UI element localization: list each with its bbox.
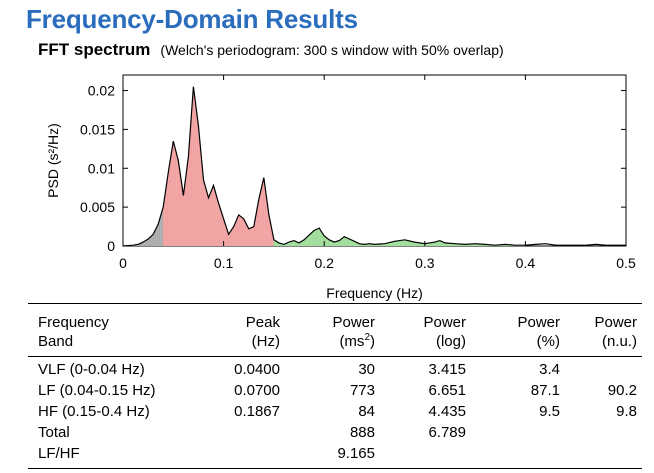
table-cell-power-pct: 3.4 bbox=[539, 361, 560, 378]
header-band-line1: Frequency bbox=[38, 314, 109, 331]
header-power-ms2-line1: Power bbox=[332, 314, 375, 331]
table-header-rule bbox=[28, 356, 642, 357]
y-tick-label: 0 bbox=[107, 238, 115, 254]
table-cell-power-log: 4.435 bbox=[428, 403, 466, 420]
x-tick-label: 0.4 bbox=[516, 255, 536, 271]
psd-chart: 0 0.1 0.2 0.3 0.4 0.5 0 0.005 0.01 0.015 0.02 Frequ… bbox=[45, 74, 636, 301]
table-cell-band: LF (0.04-0.15 Hz) bbox=[38, 382, 156, 399]
x-tick-label: 0 bbox=[119, 255, 127, 271]
x-tick-label: 0.1 bbox=[214, 255, 234, 271]
x-axis-label: Frequency (Hz) bbox=[326, 285, 422, 301]
y-tick-label: 0.015 bbox=[80, 121, 115, 137]
header-power-log-line2: (log) bbox=[435, 333, 466, 350]
spectrum-line bbox=[122, 86, 626, 247]
table-cell-power-log: 6.789 bbox=[428, 424, 466, 441]
table-cell-power-ms2: 84 bbox=[358, 403, 375, 420]
table-bottom-rule bbox=[28, 468, 642, 469]
table-cell-power-nu: 90.2 bbox=[607, 382, 637, 399]
header-power-pct-line1: Power bbox=[517, 314, 560, 331]
table-cell-band: LF/HF bbox=[38, 445, 80, 462]
y-tick-label: 0.02 bbox=[88, 83, 115, 99]
header-band-line2: Band bbox=[38, 333, 74, 350]
table-cell-band: HF (0.15-0.4 Hz) bbox=[38, 403, 150, 420]
table-cell-peak: 0.0700 bbox=[234, 382, 280, 399]
chart-subtitle-row: FFT spectrum (Welch's periodogram: 300 s … bbox=[38, 40, 504, 60]
chart-subtitle-note: (Welch's periodogram: 300 s window with … bbox=[160, 42, 504, 58]
header-peak-line2: (Hz) bbox=[251, 333, 280, 350]
header-power-nu-line2: (n.u.) bbox=[601, 333, 637, 350]
header-peak-line1: Peak bbox=[245, 314, 280, 331]
x-tick-label: 0.3 bbox=[415, 255, 435, 271]
header-power-ms2-line2: (ms2) bbox=[339, 332, 375, 351]
table-cell-band: VLF (0-0.04 Hz) bbox=[38, 361, 145, 378]
header-power-nu-line1: Power bbox=[594, 314, 637, 331]
table-top-rule bbox=[28, 303, 642, 304]
table-cell-peak: 0.1867 bbox=[234, 403, 280, 420]
table-cell-power-nu: 9.8 bbox=[616, 403, 637, 420]
table-cell-band: Total bbox=[38, 424, 70, 441]
header-power-pct-line2: (%) bbox=[536, 333, 560, 350]
table-cell-power-ms2: 30 bbox=[358, 361, 375, 378]
y-tick-label: 0.005 bbox=[80, 199, 115, 215]
x-tick-label: 0.5 bbox=[616, 255, 636, 271]
page-title: Frequency-Domain Results bbox=[26, 4, 358, 34]
table-cell-power-log: 3.415 bbox=[428, 361, 466, 378]
y-axis-label: PSD (s²/Hz) bbox=[45, 123, 61, 198]
y-tick-label: 0.01 bbox=[88, 160, 115, 176]
table-cell-power-ms2: 773 bbox=[349, 382, 375, 399]
x-tick-label: 0.2 bbox=[314, 255, 334, 271]
table-cell-power-pct: 9.5 bbox=[539, 403, 560, 420]
table-cell-power-ms2: 9.165 bbox=[337, 445, 375, 462]
table-cell-power-pct: 87.1 bbox=[530, 382, 560, 399]
table-cell-power-log: 6.651 bbox=[428, 382, 466, 399]
header-power-log-line1: Power bbox=[423, 314, 466, 331]
chart-subtitle: FFT spectrum bbox=[38, 40, 151, 59]
table-cell-power-ms2: 888 bbox=[349, 424, 375, 441]
table-cell-peak: 0.0400 bbox=[234, 361, 280, 378]
